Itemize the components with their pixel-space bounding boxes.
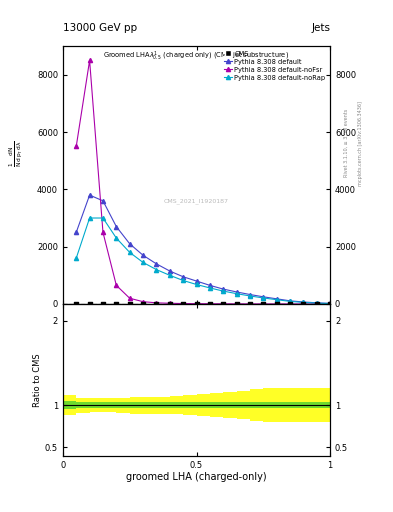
Pythia 8.308 default-noRap — [194, 282, 199, 288]
Point — [127, 300, 133, 308]
Pythia 8.308 default-noFsr — [101, 229, 105, 236]
Text: mcplots.cern.ch [arXiv:1306.3436]: mcplots.cern.ch [arXiv:1306.3436] — [358, 101, 363, 186]
Point — [180, 300, 186, 308]
Point — [86, 300, 93, 308]
Point — [314, 300, 320, 308]
Pythia 8.308 default-noFsr — [248, 301, 252, 307]
Pythia 8.308 default-noRap — [74, 255, 79, 261]
Pythia 8.308 default-noFsr — [194, 301, 199, 307]
Pythia 8.308 default — [181, 274, 185, 280]
Point — [327, 300, 333, 308]
Pythia 8.308 default-noRap — [288, 298, 292, 305]
Pythia 8.308 default-noRap — [208, 285, 212, 291]
Pythia 8.308 default-noRap — [127, 249, 132, 255]
Pythia 8.308 default-noFsr — [74, 143, 79, 150]
Text: Groomed LHA$\lambda^{1}_{0.5}$ (charged only) (CMS jet substructure): Groomed LHA$\lambda^{1}_{0.5}$ (charged … — [103, 50, 290, 63]
Pythia 8.308 default-noRap — [248, 293, 252, 299]
Text: $\mathrm{\frac{1}{N} \frac{dN}{d\,p_T\,d\lambda}}$: $\mathrm{\frac{1}{N} \frac{dN}{d\,p_T\,d… — [8, 140, 25, 167]
Pythia 8.308 default-noRap — [114, 235, 119, 241]
Point — [207, 300, 213, 308]
X-axis label: groomed LHA (charged-only): groomed LHA (charged-only) — [126, 472, 267, 482]
Point — [274, 300, 280, 308]
Line: Pythia 8.308 default-noFsr: Pythia 8.308 default-noFsr — [74, 58, 332, 306]
Pythia 8.308 default-noRap — [141, 260, 145, 266]
Point — [113, 300, 119, 308]
Pythia 8.308 default — [74, 229, 79, 236]
Pythia 8.308 default-noRap — [328, 301, 332, 307]
Pythia 8.308 default-noRap — [167, 272, 172, 279]
Pythia 8.308 default — [221, 286, 226, 292]
Pythia 8.308 default-noRap — [314, 300, 319, 306]
Pythia 8.308 default — [154, 261, 159, 267]
Pythia 8.308 default-noFsr — [261, 301, 266, 307]
Pythia 8.308 default — [114, 224, 119, 230]
Pythia 8.308 default-noFsr — [274, 301, 279, 307]
Pythia 8.308 default-noFsr — [221, 301, 226, 307]
Point — [260, 300, 266, 308]
Y-axis label: Ratio to CMS: Ratio to CMS — [33, 353, 42, 407]
Pythia 8.308 default-noFsr — [154, 300, 159, 306]
Pythia 8.308 default — [194, 278, 199, 284]
Pythia 8.308 default-noRap — [301, 300, 306, 306]
Text: CMS_2021_I1920187: CMS_2021_I1920187 — [164, 198, 229, 204]
Point — [153, 300, 160, 308]
Pythia 8.308 default-noFsr — [208, 301, 212, 307]
Pythia 8.308 default-noRap — [101, 215, 105, 221]
Pythia 8.308 default — [208, 282, 212, 288]
Pythia 8.308 default — [87, 192, 92, 198]
Pythia 8.308 default-noRap — [87, 215, 92, 221]
Pythia 8.308 default-noFsr — [141, 298, 145, 305]
Line: Pythia 8.308 default-noRap: Pythia 8.308 default-noRap — [74, 216, 332, 306]
Text: Rivet 3.1.10, ≥ 3.3M events: Rivet 3.1.10, ≥ 3.3M events — [344, 109, 349, 178]
Pythia 8.308 default — [274, 296, 279, 302]
Pythia 8.308 default-noFsr — [301, 301, 306, 307]
Point — [247, 300, 253, 308]
Pythia 8.308 default-noRap — [154, 267, 159, 273]
Legend: CMS, Pythia 8.308 default, Pythia 8.308 default-noFsr, Pythia 8.308 default-noRa: CMS, Pythia 8.308 default, Pythia 8.308 … — [222, 50, 327, 82]
Pythia 8.308 default — [314, 300, 319, 306]
Pythia 8.308 default — [141, 252, 145, 259]
Text: Jets: Jets — [311, 23, 330, 33]
Pythia 8.308 default — [288, 298, 292, 304]
Pythia 8.308 default — [301, 299, 306, 305]
Pythia 8.308 default — [127, 241, 132, 247]
Pythia 8.308 default — [261, 294, 266, 300]
Pythia 8.308 default-noFsr — [328, 301, 332, 307]
Point — [233, 300, 240, 308]
Pythia 8.308 default-noFsr — [314, 301, 319, 307]
Line: Pythia 8.308 default: Pythia 8.308 default — [74, 193, 332, 306]
Pythia 8.308 default — [328, 301, 332, 307]
Point — [73, 300, 79, 308]
Point — [220, 300, 226, 308]
Pythia 8.308 default-noFsr — [234, 301, 239, 307]
Pythia 8.308 default-noFsr — [167, 300, 172, 306]
Point — [140, 300, 146, 308]
Pythia 8.308 default-noRap — [274, 296, 279, 303]
Pythia 8.308 default-noFsr — [288, 301, 292, 307]
Point — [100, 300, 106, 308]
Point — [287, 300, 293, 308]
Pythia 8.308 default-noFsr — [87, 57, 92, 63]
Pythia 8.308 default — [248, 291, 252, 297]
Pythia 8.308 default-noRap — [234, 291, 239, 297]
Text: 13000 GeV pp: 13000 GeV pp — [63, 23, 137, 33]
Pythia 8.308 default-noFsr — [114, 282, 119, 288]
Pythia 8.308 default-noRap — [181, 278, 185, 284]
Point — [300, 300, 307, 308]
Point — [193, 300, 200, 308]
Pythia 8.308 default-noFsr — [181, 301, 185, 307]
Pythia 8.308 default — [167, 268, 172, 274]
Pythia 8.308 default-noRap — [261, 295, 266, 301]
Pythia 8.308 default-noFsr — [127, 295, 132, 302]
Pythia 8.308 default-noRap — [221, 288, 226, 294]
Pythia 8.308 default — [101, 198, 105, 204]
Point — [167, 300, 173, 308]
Pythia 8.308 default — [234, 289, 239, 295]
